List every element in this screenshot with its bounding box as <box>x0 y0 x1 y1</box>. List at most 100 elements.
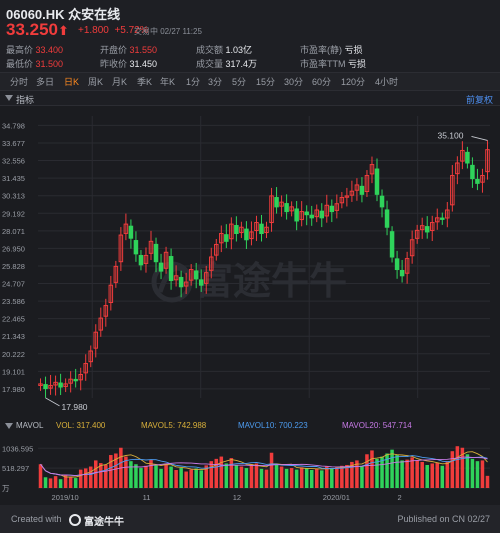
volume-bar <box>475 461 480 488</box>
candle <box>485 140 490 180</box>
candle <box>98 307 104 337</box>
candle <box>158 253 164 280</box>
candle <box>254 215 259 242</box>
candle <box>148 230 154 261</box>
candle <box>188 264 194 286</box>
candle <box>409 230 415 264</box>
date-tick-label: 2019/10 <box>52 493 79 502</box>
price-tick-label: 24.707 <box>2 280 25 289</box>
footer: Created with 富途牛牛 Published on CN 02/27 <box>0 505 500 533</box>
volume-bar <box>365 454 369 488</box>
tab-0[interactable]: 分时 <box>10 77 29 87</box>
collapse-triangle-icon[interactable] <box>5 95 13 103</box>
candle <box>414 224 420 244</box>
volume-bar <box>485 475 490 488</box>
mavol5-value: MAVOL5: 742.988 <box>141 421 207 430</box>
tab-2[interactable]: 日K <box>64 77 80 87</box>
tab-5[interactable]: 季K <box>137 77 153 87</box>
volume-bar <box>294 469 299 488</box>
tab-12[interactable]: 60分 <box>312 77 332 87</box>
candle <box>284 194 289 220</box>
vol-value: VOL: 317.400 <box>56 421 106 430</box>
tab-11[interactable]: 30分 <box>284 77 304 87</box>
adjust-mode-button[interactable]: 前复权 <box>465 95 493 105</box>
volume-bar <box>93 460 98 488</box>
candle <box>359 177 365 203</box>
mavol5-line <box>40 451 488 478</box>
volume-bar <box>284 468 289 488</box>
volume-bar <box>400 460 404 488</box>
candle <box>93 324 99 358</box>
candle <box>334 194 340 219</box>
published-text: Published on CN 02/27 <box>397 514 490 524</box>
candle <box>209 247 214 279</box>
volume-bar <box>159 468 163 488</box>
candle <box>143 247 149 273</box>
high-annotation: 35.100 <box>437 130 463 140</box>
candle <box>349 180 355 202</box>
volume-bar <box>114 453 118 488</box>
candle <box>68 371 73 393</box>
volume-bar <box>184 471 188 488</box>
tab-7[interactable]: 1分 <box>186 77 201 87</box>
volume-tick-label: 万 <box>2 484 10 493</box>
volume-bar <box>425 465 429 488</box>
volume-bar <box>370 450 374 488</box>
mavol10-line <box>40 455 488 477</box>
period-tabs: 分时 多日 日K 周K 月K 季K 年K 1分 3分 5分 15分 30分 60分 120分 4小时 <box>0 72 500 90</box>
candle <box>38 378 43 391</box>
volume-bar <box>124 456 128 488</box>
candle <box>138 250 144 271</box>
price-tick-label: 22.465 <box>2 315 25 324</box>
candle <box>183 272 189 295</box>
volume-bar <box>355 460 359 488</box>
volume-bar <box>224 463 229 488</box>
volume-bar <box>99 463 103 488</box>
tab-9[interactable]: 5分 <box>232 77 247 87</box>
tab-4[interactable]: 月K <box>112 77 128 87</box>
candle <box>108 275 114 311</box>
candle <box>445 202 450 228</box>
price-tick-label: 25.828 <box>2 262 25 271</box>
stat-pe-ttm: 市盈率TTM 亏损 <box>300 59 367 69</box>
volume-bar <box>440 465 445 488</box>
tab-1[interactable]: 多日 <box>36 77 55 87</box>
price-tick-label: 29.192 <box>2 209 25 218</box>
candle <box>103 298 109 327</box>
tab-13[interactable]: 120分 <box>341 77 366 87</box>
up-arrow-icon: ⬆ <box>58 23 69 38</box>
volume-bar <box>269 452 274 488</box>
volume-bar <box>340 465 344 488</box>
price-tick-label: 32.556 <box>2 157 25 166</box>
low-pointer-line <box>45 397 60 407</box>
volume-bar <box>189 469 193 488</box>
volume-bar <box>470 458 475 488</box>
tab-3[interactable]: 周K <box>88 77 104 87</box>
tab-8[interactable]: 3分 <box>208 77 223 87</box>
volume-bar <box>58 479 63 488</box>
volume-bar <box>319 470 324 488</box>
tab-14[interactable]: 4小时 <box>375 77 399 87</box>
candle <box>43 376 48 398</box>
volume-bar <box>420 461 424 488</box>
mavol-label[interactable]: MAVOL <box>16 421 44 430</box>
indicator-button[interactable]: 指标 <box>16 95 35 105</box>
volume-bar <box>385 453 389 488</box>
candle <box>234 216 239 242</box>
volume-bar <box>350 461 354 488</box>
candle <box>435 208 440 230</box>
volume-bar <box>415 460 419 488</box>
tab-6[interactable]: 年K <box>160 77 176 87</box>
collapse-triangle-icon[interactable] <box>5 423 13 431</box>
candle <box>394 250 400 279</box>
candle <box>399 259 405 283</box>
candle <box>309 205 314 226</box>
candle <box>249 221 254 246</box>
tab-10[interactable]: 15分 <box>256 77 276 87</box>
volume-bar <box>450 451 455 488</box>
volume-bar <box>254 463 259 488</box>
low-annotation: 17.980 <box>62 402 88 412</box>
candle <box>344 187 350 207</box>
volume-bar <box>63 474 68 488</box>
stat-pe-static: 市盈率(静) 亏损 <box>300 45 363 55</box>
